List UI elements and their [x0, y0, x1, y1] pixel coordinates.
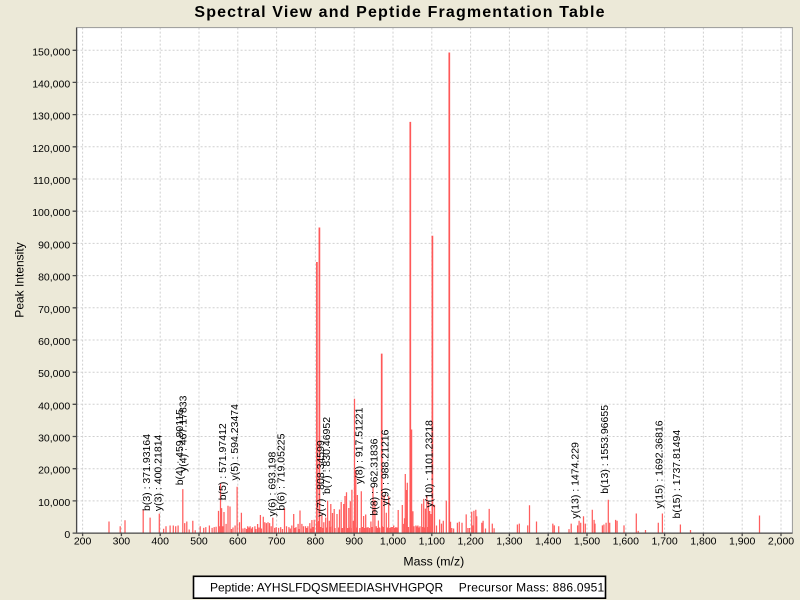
svg-text:Peptide: AYHSLFDQSMEEDIASHVHGP: Peptide: AYHSLFDQSMEEDIASHVHGPQR	[210, 581, 444, 595]
svg-text:y(6) : 693.198: y(6) : 693.198	[267, 452, 279, 517]
svg-text:10,000: 10,000	[38, 497, 70, 509]
svg-text:1,300: 1,300	[496, 536, 522, 548]
svg-text:y(4) : 467.17833: y(4) : 467.17833	[177, 395, 189, 472]
svg-text:100,000: 100,000	[32, 207, 70, 219]
svg-text:Mass (m/z): Mass (m/z)	[403, 554, 464, 568]
svg-text:140,000: 140,000	[32, 78, 70, 90]
svg-text:1,000: 1,000	[380, 536, 406, 548]
svg-text:b(15) : 1737.81494: b(15) : 1737.81494	[671, 430, 683, 519]
svg-text:1,500: 1,500	[574, 536, 600, 548]
svg-text:b(7) : 830.46952: b(7) : 830.46952	[321, 417, 333, 494]
svg-text:y(13) : 1474.229: y(13) : 1474.229	[570, 442, 582, 519]
svg-text:50,000: 50,000	[38, 368, 70, 380]
svg-text:b(8) : 962.31836: b(8) : 962.31836	[368, 438, 380, 515]
svg-text:Precursor Mass: 886.0951: Precursor Mass: 886.0951	[459, 581, 605, 595]
svg-text:y(7) : 808.34599: y(7) : 808.34599	[315, 440, 327, 517]
svg-text:y(10) : 1101.23218: y(10) : 1101.23218	[423, 420, 435, 508]
svg-text:1,700: 1,700	[651, 536, 677, 548]
svg-text:300: 300	[113, 536, 131, 548]
svg-text:40,000: 40,000	[38, 400, 70, 412]
svg-text:y(5) : 594.23474: y(5) : 594.23474	[229, 404, 241, 481]
svg-text:120,000: 120,000	[32, 143, 70, 155]
svg-text:Spectral View and Peptide Frag: Spectral View and Peptide Fragmentation …	[194, 4, 605, 21]
svg-text:60,000: 60,000	[38, 336, 70, 348]
svg-text:1,200: 1,200	[457, 536, 483, 548]
svg-text:500: 500	[190, 536, 208, 548]
svg-text:200: 200	[74, 536, 92, 548]
svg-text:900: 900	[345, 536, 363, 548]
svg-text:2,000: 2,000	[768, 536, 794, 548]
svg-text:600: 600	[229, 536, 247, 548]
svg-text:1,900: 1,900	[729, 536, 755, 548]
svg-text:150,000: 150,000	[32, 46, 70, 58]
svg-text:1,600: 1,600	[613, 536, 639, 548]
svg-text:130,000: 130,000	[32, 111, 70, 123]
svg-text:b(13) : 1553.96655: b(13) : 1553.96655	[599, 405, 611, 494]
svg-text:y(9) : 988.21216: y(9) : 988.21216	[380, 429, 392, 506]
svg-text:y(3) : 400.21814: y(3) : 400.21814	[152, 434, 164, 511]
svg-text:b(5) : 571.97412: b(5) : 571.97412	[217, 423, 229, 500]
svg-text:700: 700	[268, 536, 286, 548]
svg-text:80,000: 80,000	[38, 272, 70, 284]
svg-text:1,800: 1,800	[690, 536, 716, 548]
svg-text:90,000: 90,000	[38, 239, 70, 251]
svg-text:b(6) : 719.05225: b(6) : 719.05225	[276, 433, 288, 510]
svg-text:1,400: 1,400	[535, 536, 561, 548]
svg-text:y(15) : 1692.36816: y(15) : 1692.36816	[654, 420, 666, 508]
svg-text:b(4) : 459.80115: b(4) : 459.80115	[174, 409, 186, 485]
svg-text:1,100: 1,100	[419, 536, 445, 548]
svg-text:b(3) : 371.93164: b(3) : 371.93164	[141, 434, 153, 511]
svg-text:800: 800	[307, 536, 325, 548]
svg-text:20,000: 20,000	[38, 465, 70, 477]
svg-text:y(8) : 917.51221: y(8) : 917.51221	[353, 407, 365, 484]
svg-text:70,000: 70,000	[38, 304, 70, 316]
svg-text:30,000: 30,000	[38, 433, 70, 445]
svg-text:400: 400	[151, 536, 169, 548]
svg-text:0: 0	[64, 529, 70, 541]
svg-text:110,000: 110,000	[33, 175, 70, 187]
svg-text:Peak Intensity: Peak Intensity	[13, 242, 27, 317]
